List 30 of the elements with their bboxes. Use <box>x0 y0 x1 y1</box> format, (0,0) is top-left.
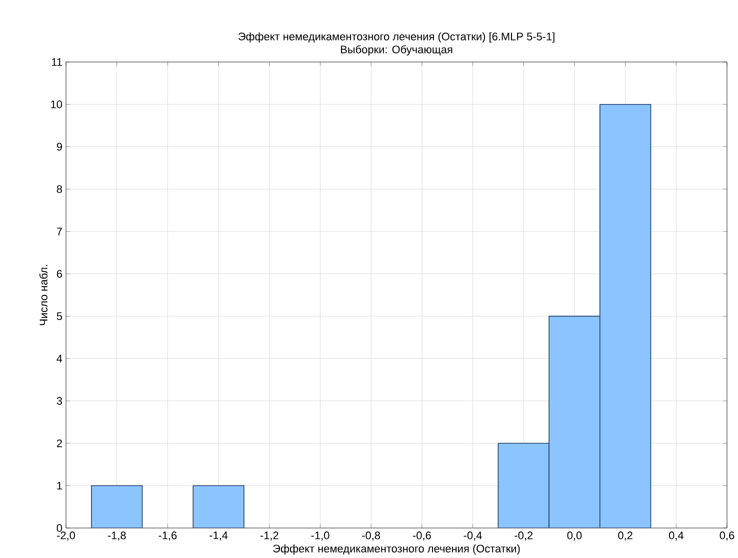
x-tick-label: -2,0 <box>57 532 76 541</box>
x-tick-label: 0,2 <box>618 532 632 541</box>
y-tick-label: 11 <box>52 58 62 66</box>
y-tick-label: 1 <box>57 482 62 490</box>
y-axis-title: Число набл. <box>39 265 48 326</box>
y-tick-label: 6 <box>56 270 62 278</box>
y-tick-label: 9 <box>56 142 62 151</box>
chart-subtitle: Выборки: Обучающая <box>341 45 452 56</box>
x-tick-label: -0,2 <box>514 532 533 541</box>
x-tick-label: 0,0 <box>567 532 582 541</box>
y-tick-label: 4 <box>56 354 62 362</box>
x-tick-label: -1,0 <box>311 532 330 541</box>
x-tick-label: -1,8 <box>108 532 126 541</box>
x-tick-label: -0,6 <box>412 532 431 541</box>
x-tick-label: -0,4 <box>464 532 482 541</box>
x-tick-label: -0,8 <box>362 532 380 541</box>
y-tick-label: 7 <box>56 228 62 236</box>
y-tick-label: 10 <box>51 100 62 108</box>
y-tick-label: 3 <box>56 397 62 405</box>
y-tick-label: 5 <box>56 312 62 320</box>
y-tick-label: 0 <box>56 524 62 532</box>
x-axis-title: Эффект немедикаментозного лечения (Остатки) <box>273 544 520 555</box>
x-tick-label: 0,6 <box>720 532 734 541</box>
x-tick-label: 0,4 <box>668 532 684 541</box>
x-tick-label: -1,6 <box>158 532 177 541</box>
y-tick-label: 8 <box>56 185 62 193</box>
x-tick-label: -1,4 <box>210 532 228 540</box>
x-tick-label: -1,2 <box>260 532 278 541</box>
chart-title: Эффект немедикаментозного лечения (Остатки) [6.MLP 5-5-1] <box>238 32 554 43</box>
y-tick-label: 2 <box>56 439 62 448</box>
